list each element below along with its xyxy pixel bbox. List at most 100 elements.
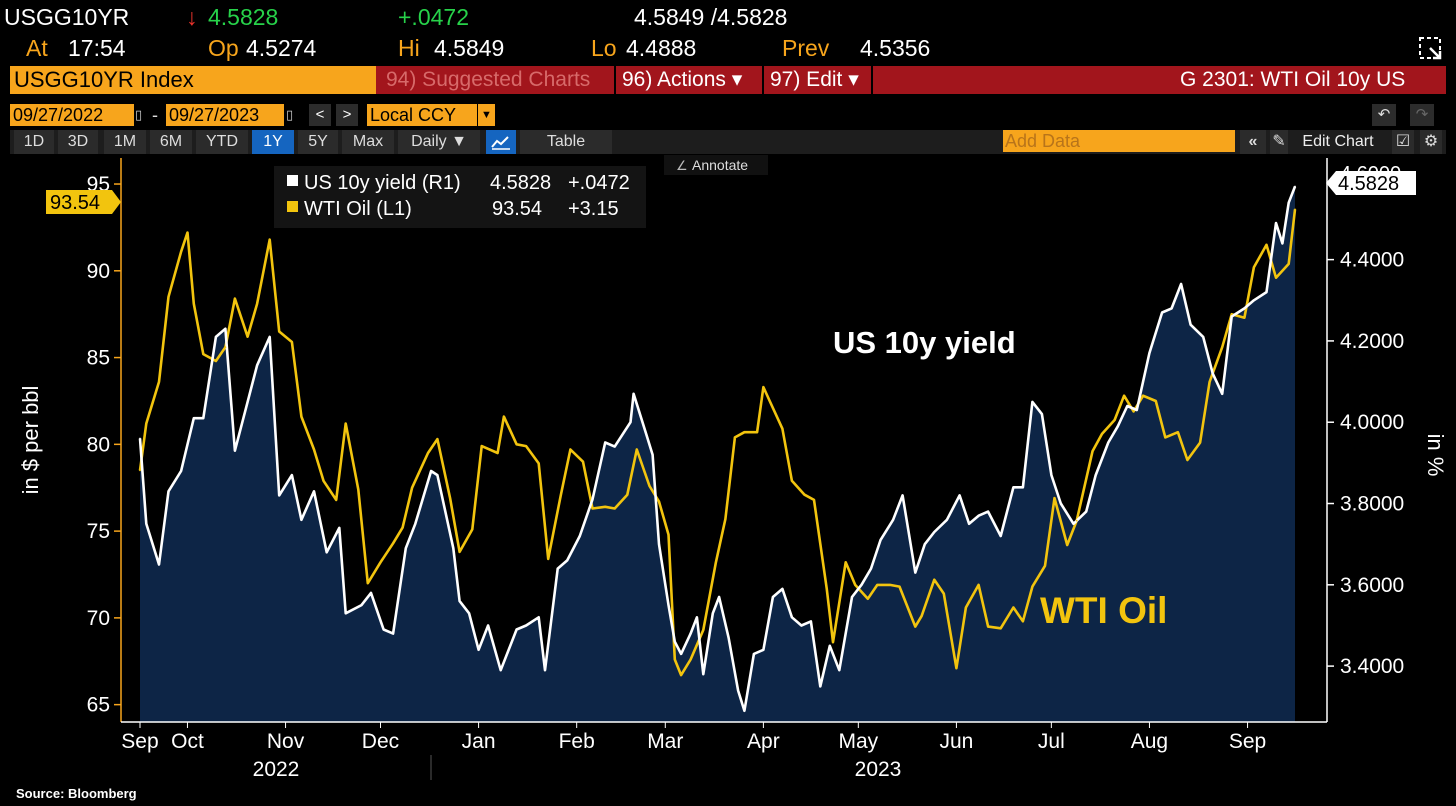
chart-settings-icon[interactable]: ☑: [1392, 130, 1414, 154]
yield-data-point: [737, 689, 739, 692]
oil-data-point: [702, 629, 705, 631]
yield-data-point: [1287, 201, 1290, 204]
yield-series-label: US 10y yield: [833, 325, 1016, 360]
edit-chart-button[interactable]: Edit Chart: [1302, 133, 1374, 150]
line-chart-icon[interactable]: [486, 130, 516, 154]
snapshot-icon[interactable]: [1418, 36, 1444, 62]
annotate-button[interactable]: ∠ Annotate: [664, 155, 768, 175]
oil-data-point: [965, 606, 967, 609]
tab-1y[interactable]: 1Y: [252, 130, 294, 154]
tab-3d[interactable]: 3D: [58, 130, 98, 154]
yield-data-point: [667, 604, 670, 606]
oil-data-point: [569, 448, 572, 451]
oil-data-point: [762, 386, 765, 388]
x-axis-tick-label: Oct: [171, 730, 204, 753]
x-axis-tick-label: Sep: [1229, 730, 1266, 753]
oil-data-point: [1044, 564, 1046, 567]
legend-oil-change: +3.15: [568, 198, 619, 220]
legend-swatch-oil: [287, 201, 298, 212]
pencil-icon: ∠: [676, 158, 688, 173]
left-axis-tick-label: 75: [87, 520, 110, 543]
collapse-icon[interactable]: «: [1240, 130, 1266, 154]
redo-icon[interactable]: ↷: [1410, 104, 1434, 126]
calendar-icon[interactable]: ▯: [135, 107, 143, 122]
left-axis-tick-label: 80: [87, 433, 110, 456]
gear-icon[interactable]: ⚙: [1420, 130, 1442, 154]
yield-data-point: [673, 640, 676, 643]
yield-data-point: [1170, 307, 1173, 310]
oil-data-point: [743, 431, 746, 434]
yield-data-point: [139, 437, 141, 440]
legend-oil-value: 93.54: [492, 198, 542, 220]
yield-data-point: [313, 490, 315, 493]
oil-data-point: [933, 578, 936, 581]
end-date-field[interactable]: 09/27/2023: [166, 104, 284, 126]
yield-data-point: [246, 401, 249, 403]
security-field[interactable]: USGG10YR Index: [10, 66, 376, 94]
table-button[interactable]: Table: [520, 130, 612, 154]
yield-data-point: [452, 547, 455, 550]
yield-data-point: [192, 417, 195, 420]
yield-data-point: [923, 543, 926, 546]
tab-1d[interactable]: 1D: [14, 130, 54, 154]
pencil-icon[interactable]: ✎: [1270, 130, 1288, 154]
start-date-field[interactable]: 09/27/2022: [10, 104, 134, 126]
oil-data-point: [503, 415, 505, 418]
x-axis-tick-label: Jan: [462, 730, 496, 753]
x-axis-tick-label: Feb: [559, 730, 595, 753]
calendar-icon[interactable]: ▯: [286, 107, 294, 122]
legend-oil-name: WTI Oil (L1): [304, 198, 412, 220]
oil-data-point: [898, 585, 901, 588]
oil-data-point: [186, 231, 189, 234]
quote-time: 17:54: [68, 35, 126, 61]
oil-data-point: [158, 381, 160, 383]
frequency-select[interactable]: Daily ▼: [398, 130, 480, 154]
tab-max[interactable]: Max: [342, 130, 394, 154]
edit-menu[interactable]: 97) Edit ▾: [770, 68, 859, 91]
previous-period-button[interactable]: <: [309, 104, 331, 126]
net-change: +.0472: [398, 4, 469, 30]
yield-data-point: [838, 669, 841, 672]
next-period-button[interactable]: >: [336, 104, 358, 126]
chevron-down-icon[interactable]: ▼: [478, 104, 495, 126]
oil-data-point: [1253, 266, 1255, 269]
suggested-charts-menu[interactable]: 94) Suggested Charts: [386, 68, 591, 91]
tab-ytd[interactable]: YTD: [196, 130, 248, 154]
actions-menu[interactable]: 96) Actions ▾: [622, 68, 743, 91]
oil-data-point: [379, 561, 382, 564]
tab-6m[interactable]: 6M: [150, 130, 192, 154]
oil-data-point: [1177, 431, 1179, 434]
currency-select[interactable]: Local CCY: [367, 104, 477, 126]
right-axis-tick-label: 4.0000: [1340, 411, 1404, 434]
yield-data-point: [487, 624, 489, 627]
oil-data-point: [756, 431, 758, 434]
left-axis-tick-label: 70: [87, 607, 110, 630]
oil-data-point: [1287, 263, 1290, 265]
yield-data-point: [1072, 522, 1075, 525]
yield-data-point: [727, 636, 730, 639]
tab-5y[interactable]: 5Y: [298, 130, 338, 154]
oil-data-point: [1053, 497, 1056, 499]
add-data-input[interactable]: Add Data: [1003, 130, 1235, 152]
oil-data-point: [955, 667, 958, 670]
prev-label: Prev: [782, 35, 830, 61]
undo-icon[interactable]: ↶: [1372, 104, 1396, 126]
yield-data-point: [711, 612, 714, 615]
yield-data-point: [537, 616, 540, 619]
yield-data-point: [1022, 486, 1024, 489]
yield-data-point: [202, 417, 205, 420]
oil-data-point: [313, 448, 315, 451]
oil-data-point: [1123, 394, 1125, 397]
oil-data-point: [613, 507, 616, 510]
yield-data-point: [901, 494, 904, 497]
yield-data-point: [1041, 413, 1043, 415]
yield-data-point: [999, 535, 1002, 537]
right-axis-tick-label: 3.6000: [1340, 574, 1404, 597]
x-year-label: 2022: [253, 758, 300, 781]
legend-swatch-yield: [287, 175, 298, 186]
tab-1m[interactable]: 1M: [104, 130, 146, 154]
oil-data-point: [914, 625, 917, 628]
yield-data-point: [658, 543, 660, 546]
x-axis-tick-label: Mar: [647, 730, 683, 753]
yield-data-point: [987, 510, 989, 513]
